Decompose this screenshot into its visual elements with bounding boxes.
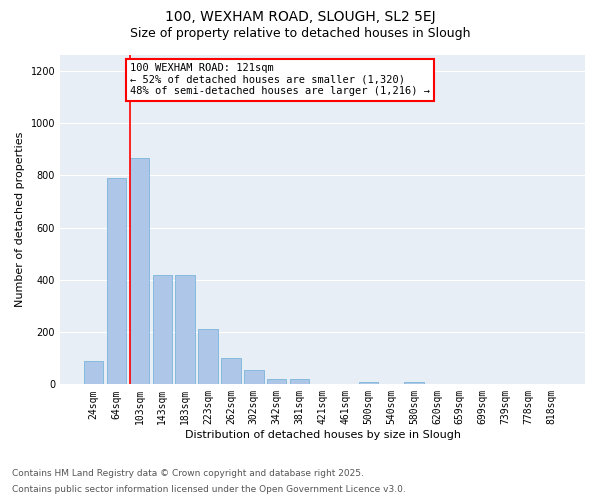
Bar xyxy=(152,274,172,384)
Text: 100, WEXHAM ROAD, SLOUGH, SL2 5EJ: 100, WEXHAM ROAD, SLOUGH, SL2 5EJ xyxy=(164,10,436,24)
Bar xyxy=(107,178,126,384)
Text: 100 WEXHAM ROAD: 121sqm
← 52% of detached houses are smaller (1,320)
48% of semi: 100 WEXHAM ROAD: 121sqm ← 52% of detache… xyxy=(130,63,430,96)
Bar xyxy=(359,382,378,384)
Bar xyxy=(404,382,424,384)
Bar xyxy=(175,274,195,384)
Text: Contains public sector information licensed under the Open Government Licence v3: Contains public sector information licen… xyxy=(12,485,406,494)
Y-axis label: Number of detached properties: Number of detached properties xyxy=(15,132,25,308)
Bar xyxy=(84,361,103,384)
Text: Contains HM Land Registry data © Crown copyright and database right 2025.: Contains HM Land Registry data © Crown c… xyxy=(12,468,364,477)
Bar xyxy=(221,358,241,384)
Bar xyxy=(290,379,310,384)
X-axis label: Distribution of detached houses by size in Slough: Distribution of detached houses by size … xyxy=(185,430,461,440)
Bar xyxy=(267,379,286,384)
Bar xyxy=(199,330,218,384)
Text: Size of property relative to detached houses in Slough: Size of property relative to detached ho… xyxy=(130,28,470,40)
Bar xyxy=(244,370,263,384)
Bar xyxy=(130,158,149,384)
